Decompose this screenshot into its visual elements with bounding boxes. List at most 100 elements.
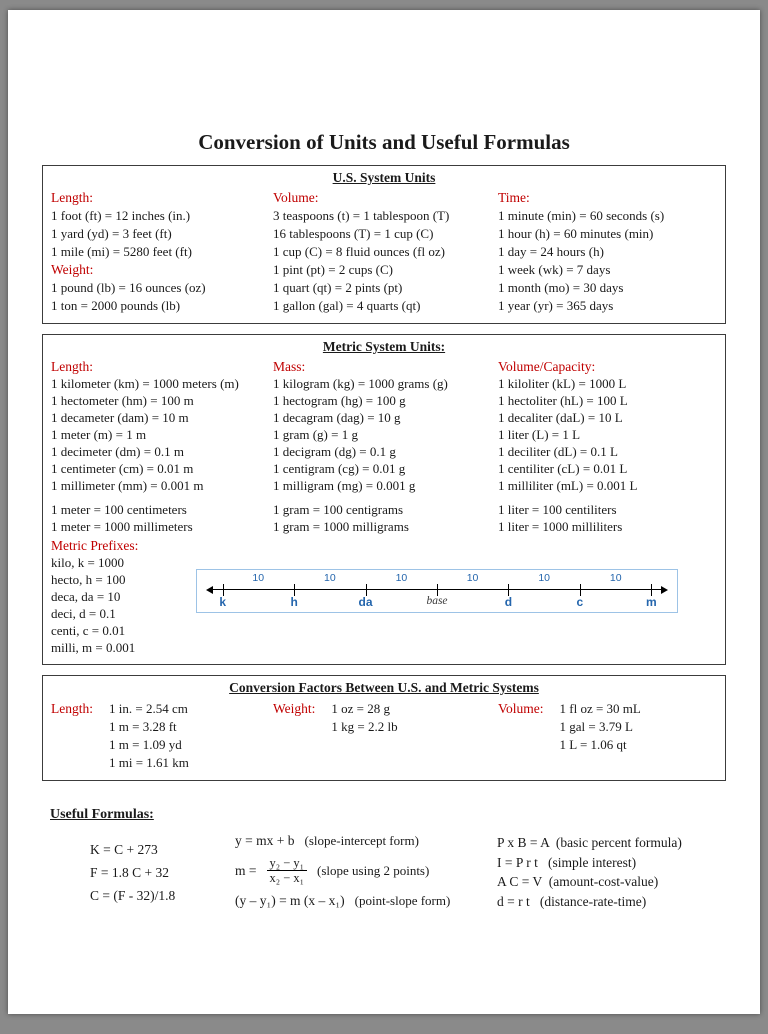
tick-mark — [437, 584, 438, 596]
metric-number-line-diagram: 10 10 10 10 10 10 — [196, 569, 678, 613]
unit-line: 1 day = 24 hours (h) — [498, 244, 604, 259]
unit-line: 1 pint (pt) = 2 cups (C) — [273, 262, 393, 277]
slope-fraction: y₂ − y₁ x₂ − x₁ — [266, 856, 308, 886]
slope-intercept-note: (slope-intercept form) — [304, 833, 419, 848]
conversion-length-group: Length: 1 in. = 2.54 cm 1 m = 3.28 ft 1 m … — [51, 700, 273, 772]
conversion-factors-box: Conversion Factors Between U.S. and Metr… — [42, 675, 726, 781]
metric-capacity-extra-lines: 1 liter = 100 centiliters 1 liter = 1000 … — [498, 501, 717, 535]
conversion-columns: Length: 1 in. = 2.54 cm 1 m = 3.28 ft 1 m … — [51, 700, 717, 772]
number-line: 10 10 10 10 10 10 — [206, 572, 668, 611]
prefix-h-label: h — [290, 595, 298, 609]
segment-factor-label: 10 — [538, 572, 550, 584]
unit-line: 1 hectoliter (hL) = 100 L — [498, 393, 628, 408]
unit-line: 1 week (wk) = 7 days — [498, 262, 611, 277]
slope-fraction-numerator: y₂ − y₁ — [266, 856, 308, 872]
unit-line: 1 milliliter (mL) = 0.001 L — [498, 478, 638, 493]
conversion-length-lines: 1 in. = 2.54 cm 1 m = 3.28 ft 1 m = 1.09 y… — [109, 700, 189, 772]
metric-capacity-lines: 1 kiloliter (kL) = 1000 L 1 hectoliter (h… — [498, 375, 717, 494]
segment-factor-label: 10 — [466, 572, 479, 584]
prefix-k-label: k — [219, 595, 227, 609]
formula-line: K = C + 273 — [90, 842, 158, 857]
point-slope-note: (point-slope form) — [354, 892, 451, 908]
prefix-da-label: da — [358, 595, 373, 609]
metric-length-column: Length: 1 kilometer (km) = 1000 meters (… — [51, 358, 273, 535]
formula-line: A C = V (amount-cost-value) — [497, 874, 659, 889]
formula-line: I = P r t (simple interest) — [497, 854, 637, 870]
formula-line: P x B = A (basic percent formula) — [497, 835, 682, 850]
metric-mass-column: Mass: 1 kilogram (kg) = 1000 grams (g) 1 … — [273, 358, 498, 535]
unit-line: 1 centiliter (cL) = 0.01 L — [498, 461, 628, 476]
unit-line: 1 hectogram (hg) = 100 g — [273, 393, 406, 408]
temperature-formulas: K = C + 273 F = 1.8 C + 32 C = (F - 32)/1.… — [90, 833, 235, 916]
unit-line: 1 kiloliter (kL) = 1000 L — [498, 376, 627, 391]
tick-mark — [365, 584, 367, 596]
metric-capacity-label: Volume/Capacity: — [498, 359, 596, 374]
metric-length-label: Length: — [51, 359, 93, 374]
point-slope-row: (y – y₁) = m (x – x₁) (point-slope form) — [235, 893, 497, 909]
unit-line: 1 gallon (gal) = 4 quarts (qt) — [273, 298, 421, 313]
unit-line: 1 pound (lb) = 16 ounces (oz) — [51, 280, 206, 295]
unit-line: 1 liter (L) = 1 L — [498, 427, 581, 442]
metric-length-extra-lines: 1 meter = 100 centimeters 1 meter = 1000 … — [51, 501, 273, 535]
metric-units-box: Metric System Units: Length: 1 kilometer… — [42, 334, 726, 665]
metric-mass-label: Mass: — [273, 359, 306, 374]
unit-line: 1 decimeter (dm) = 0.1 m — [51, 444, 184, 459]
us-time-lines: 1 minute (min) = 60 seconds (s) 1 hour (h… — [498, 207, 717, 315]
unit-line: 1 gram (g) = 1 g — [273, 427, 358, 442]
prefix-line: deci, d = 0.1 — [51, 606, 116, 621]
tick-mark — [222, 584, 224, 596]
slope-two-points-note: (slope using 2 points) — [317, 862, 430, 878]
slope-intercept-row: y = mx + b (slope-intercept form) — [235, 833, 497, 849]
us-length-label: Length: — [51, 190, 93, 205]
unit-line: 1 year (yr) = 365 days — [498, 298, 614, 313]
formula-line: F = 1.8 C + 32 — [90, 865, 169, 880]
unit-line: 1 liter = 100 centiliters — [498, 502, 617, 517]
unit-line: 1 gram = 100 centigrams — [273, 502, 404, 517]
metric-bottom-row: Metric Prefixes: kilo, k = 1000 hecto, h … — [51, 537, 717, 656]
conversion-weight-label: Weight: — [273, 701, 316, 716]
unit-line: 1 cup (C) = 8 fluid ounces (fl oz) — [273, 244, 445, 259]
us-weight-label: Weight: — [51, 262, 94, 277]
tick-mark — [508, 584, 510, 596]
unit-line: 3 teaspoons (t) = 1 tablespoon (T) — [273, 208, 450, 223]
unit-line: 1 hour (h) = 60 minutes (min) — [498, 226, 654, 241]
slope-two-points-row: m = y₂ − y₁ x₂ − x₁ (slope using 2 point… — [235, 856, 497, 886]
document-page: Conversion of Units and Useful Formulas … — [8, 10, 760, 1014]
us-time-label: Time: — [498, 190, 530, 205]
conversion-line: 1 m = 3.28 ft — [109, 719, 177, 734]
business-formulas: P x B = A (basic percent formula) I = P r… — [497, 833, 718, 916]
slope-two-points-lhs: m = — [235, 862, 257, 878]
conversion-line: 1 m = 1.09 yd — [109, 737, 182, 752]
unit-line: 16 tablespoons (T) = 1 cup (C) — [273, 226, 434, 241]
conversion-volume-label: Volume: — [498, 701, 544, 716]
left-arrow-icon — [206, 586, 213, 594]
metric-prefixes-label: Metric Prefixes: — [51, 538, 139, 553]
us-units-box: U.S. System Units Length: 1 foot (ft) = … — [42, 165, 726, 324]
conversion-line: 1 gal = 3.79 L — [559, 719, 633, 734]
useful-formulas-section: Useful Formulas: K = C + 273 F = 1.8 C + … — [50, 807, 718, 916]
unit-line: 1 gram = 1000 milligrams — [273, 519, 409, 534]
slope-intercept-equation: y = mx + b — [235, 833, 295, 848]
slope-formulas: y = mx + b (slope-intercept form) m = y₂… — [235, 833, 497, 916]
unit-line: 1 minute (min) = 60 seconds (s) — [498, 208, 665, 223]
conversion-line: 1 L = 1.06 qt — [559, 737, 627, 752]
point-slope-equation: (y – y₁) = m (x – x₁) — [235, 892, 345, 908]
right-arrow-icon — [661, 586, 668, 594]
unit-line: 1 hectometer (hm) = 100 m — [51, 393, 194, 408]
conversion-weight-lines: 1 oz = 28 g 1 kg = 2.2 lb — [331, 700, 397, 736]
us-volume-column: Volume: 3 teaspoons (t) = 1 tablespoon (… — [273, 189, 498, 315]
prefix-c-label: c — [576, 595, 584, 609]
unit-line: 1 decameter (dam) = 10 m — [51, 410, 189, 425]
formula-columns: K = C + 273 F = 1.8 C + 32 C = (F - 32)/1.… — [50, 833, 718, 916]
conversion-line: 1 oz = 28 g — [331, 701, 391, 716]
unit-line: 1 milligram (mg) = 0.001 g — [273, 478, 416, 493]
us-length-weight-column: Length: 1 foot (ft) = 12 inches (in.) 1 y… — [51, 189, 273, 315]
conversion-length-label: Length: — [51, 701, 93, 716]
prefix-line: hecto, h = 100 — [51, 572, 126, 587]
us-weight-lines: 1 pound (lb) = 16 ounces (oz) 1 ton = 200… — [51, 279, 273, 315]
tick-mark — [651, 584, 653, 596]
prefix-m-label: m — [645, 595, 657, 609]
conversion-line: 1 kg = 2.2 lb — [331, 719, 398, 734]
diagram-area: 10 10 10 10 10 10 — [196, 537, 717, 656]
conversion-line: 1 fl oz = 30 mL — [559, 701, 641, 716]
